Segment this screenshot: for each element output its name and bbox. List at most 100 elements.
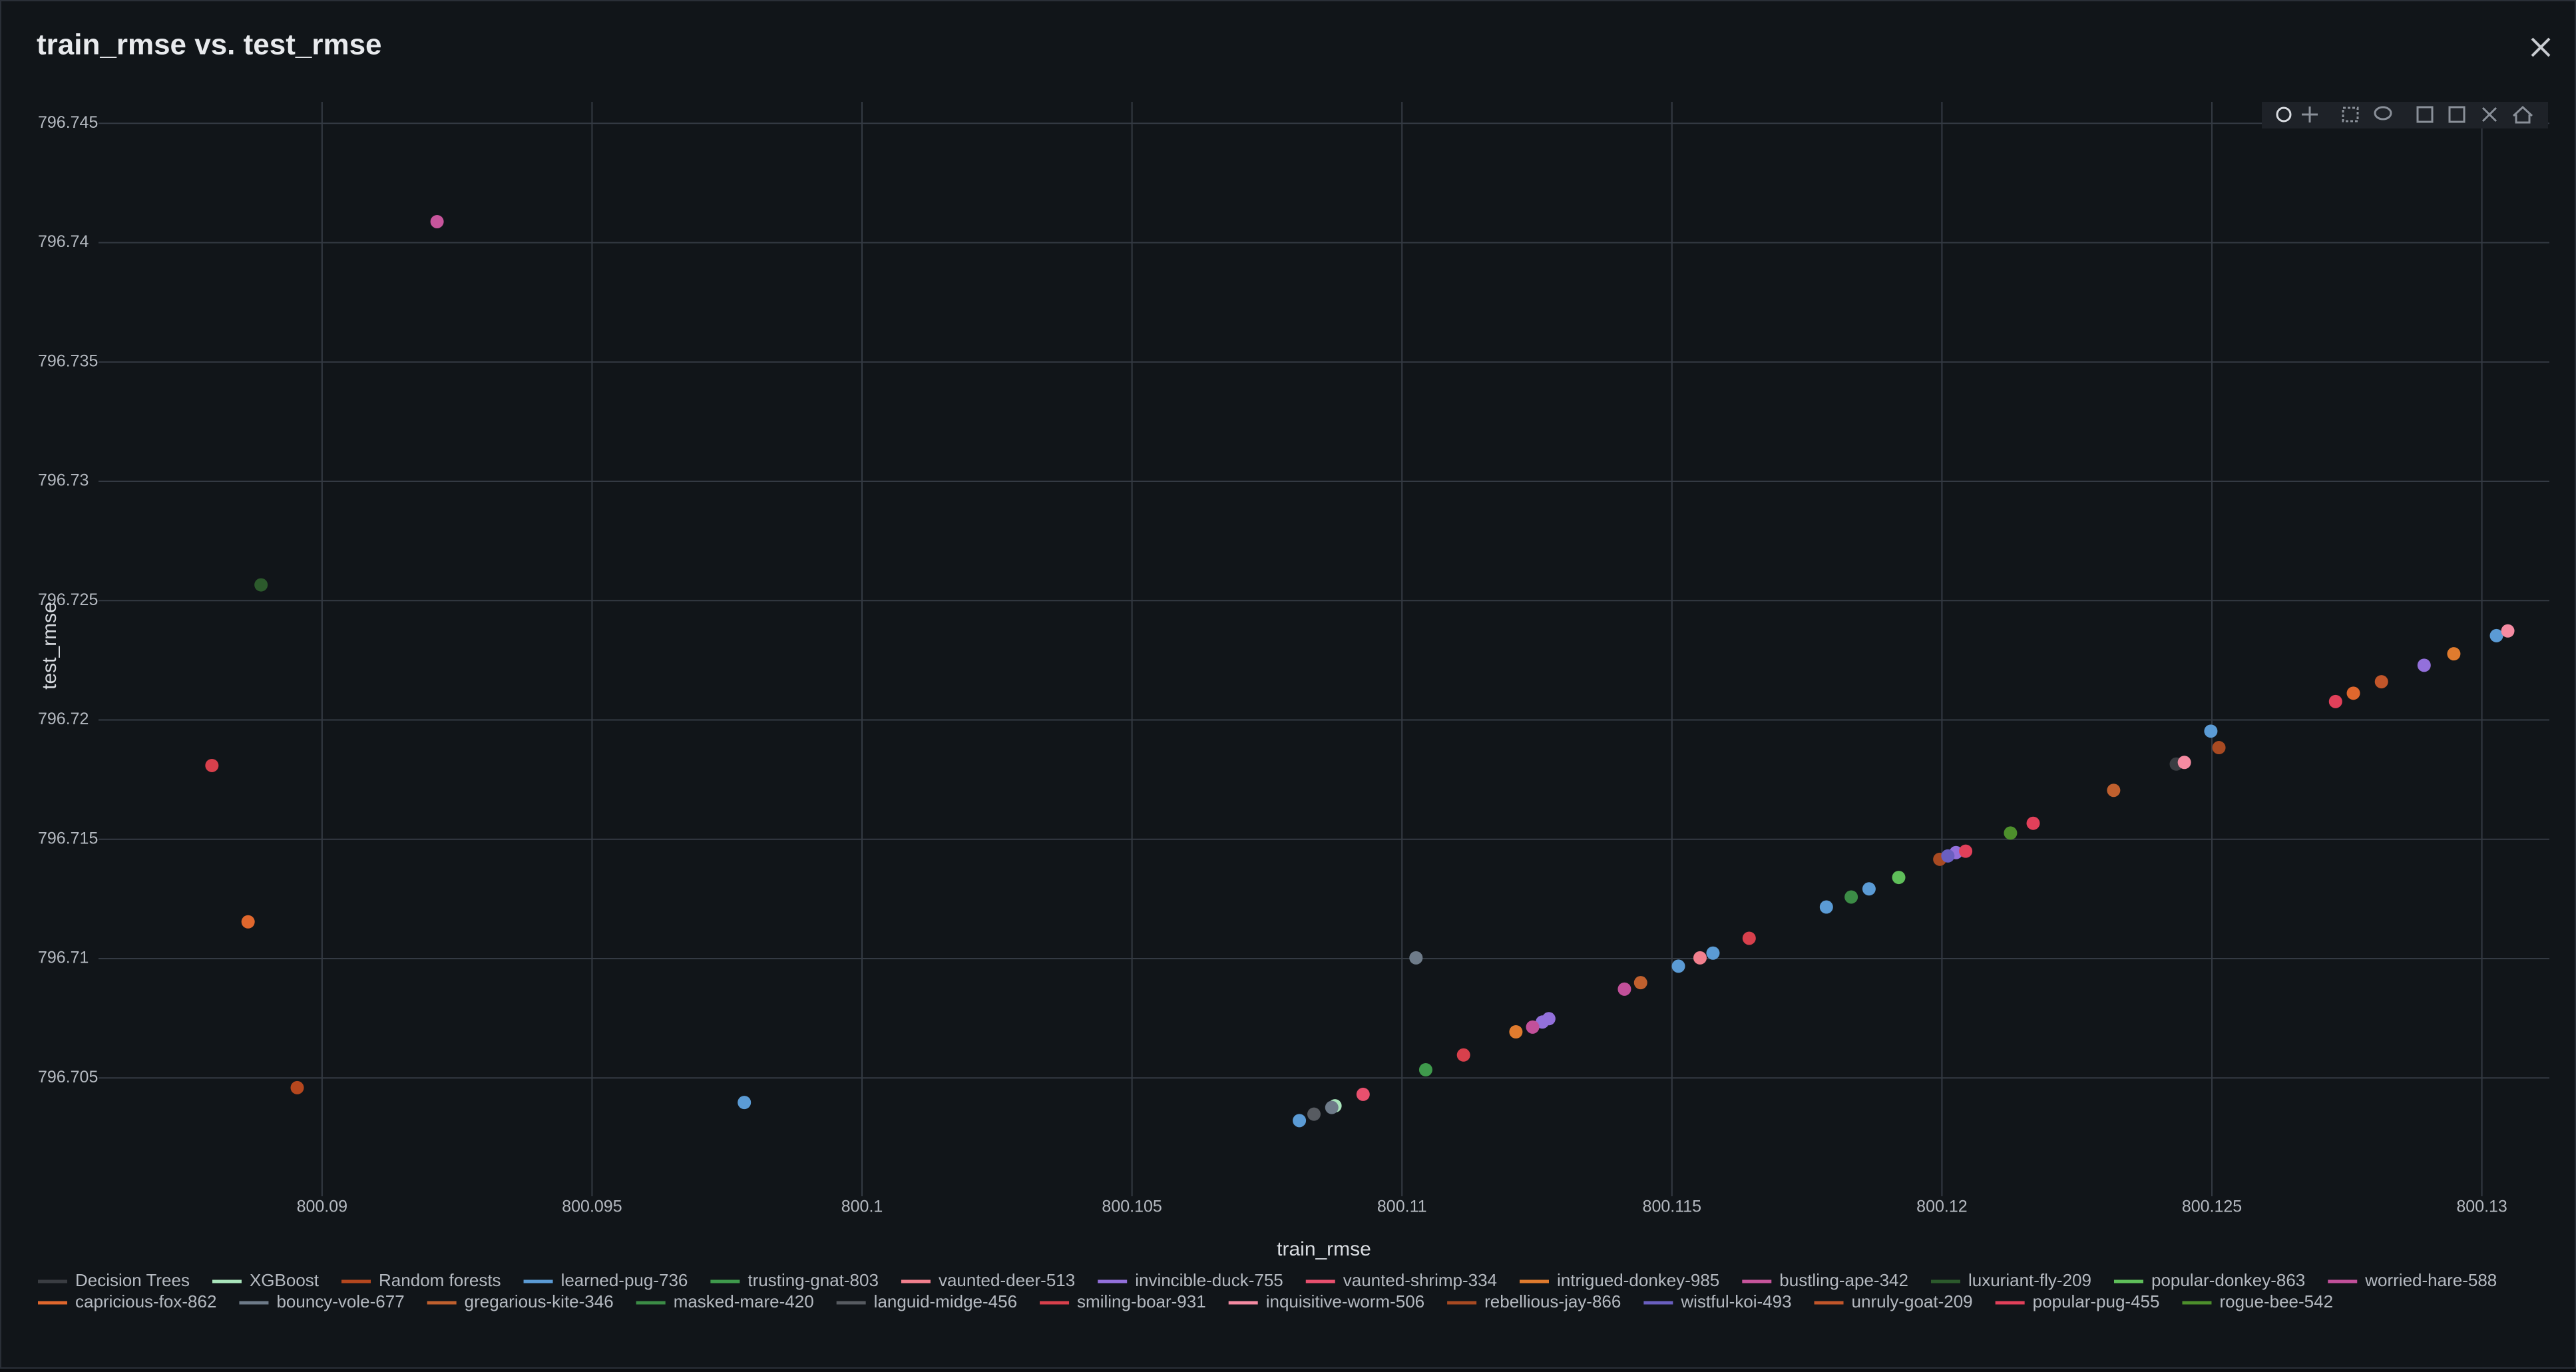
data-point: [1526, 1020, 1540, 1034]
data-point: [1293, 1114, 1307, 1128]
legend-label: wistful-koi-493: [1680, 1291, 1791, 1311]
modebar: [2262, 102, 2548, 128]
data-point: [2212, 741, 2226, 755]
legend-item[interactable]: luxuriant-fly-209: [1930, 1270, 2091, 1290]
data-point: [1844, 890, 1858, 904]
legend-item[interactable]: capricious-fox-862: [38, 1291, 216, 1311]
data-point: [2374, 675, 2388, 689]
y-tick-label: 796.725: [38, 590, 98, 609]
data-point: [2107, 784, 2121, 798]
data-point: [254, 578, 268, 592]
data-point: [205, 758, 219, 772]
x-axis-title: train_rmse: [1277, 1238, 1371, 1260]
legend-item[interactable]: bustling-ape-342: [1742, 1270, 1908, 1290]
legend-label: inquisitive-worm-506: [1266, 1291, 1424, 1311]
data-point: [2417, 658, 2431, 672]
legend-item[interactable]: invincible-duck-755: [1098, 1270, 1283, 1290]
box-select-icon[interactable]: [2342, 107, 2359, 122]
data-point: [1693, 951, 1707, 965]
legend-item[interactable]: gregarious-kite-346: [427, 1291, 614, 1311]
legend-label: trusting-gnat-803: [748, 1270, 879, 1290]
autoscale-icon[interactable]: [2481, 107, 2497, 122]
data-point: [2204, 724, 2218, 738]
legend-item[interactable]: languid-midge-456: [836, 1291, 1017, 1311]
plot-area: 796.705 796.71 796.715 796.72 796.725 796.73 7…: [38, 102, 2549, 1260]
legend-item[interactable]: XGBoost: [212, 1270, 320, 1290]
data-point: [1509, 1025, 1523, 1039]
legend-item[interactable]: Random forests: [341, 1270, 501, 1290]
data-point: [2501, 624, 2515, 638]
data-point: [2447, 647, 2461, 661]
legend-label: intrigued-donkey-985: [1557, 1270, 1719, 1290]
chart-title: train_rmse vs. test_rmse: [37, 29, 382, 61]
legend-item[interactable]: unruly-goat-209: [1814, 1291, 1973, 1311]
legend-label: vaunted-deer-513: [939, 1270, 1075, 1290]
legend-label: Decision Trees: [75, 1270, 190, 1290]
y-tick-label: 796.74: [38, 232, 89, 251]
legend-item[interactable]: vaunted-deer-513: [901, 1270, 1075, 1290]
data-point: [1742, 931, 1756, 945]
legend-item[interactable]: popular-donkey-863: [2113, 1270, 2305, 1290]
zoom-out-icon[interactable]: [2448, 106, 2466, 123]
data-point: [1633, 976, 1647, 990]
x-tick-label: 800.115: [1643, 1198, 1702, 1216]
data-point: [290, 1080, 304, 1094]
legend-item[interactable]: worried-hare-588: [2328, 1270, 2497, 1290]
close-button[interactable]: [2531, 37, 2551, 57]
y-tick-label: 796.72: [38, 710, 89, 728]
legend-item[interactable]: masked-mare-420: [636, 1291, 814, 1311]
legend-item[interactable]: popular-pug-455: [1995, 1291, 2160, 1311]
legend-label: capricious-fox-862: [75, 1291, 216, 1311]
legend-label: popular-donkey-863: [2151, 1270, 2305, 1290]
x-tick-label: 800.11: [1377, 1198, 1427, 1216]
pan-icon[interactable]: [2302, 107, 2318, 122]
data-point: [1671, 959, 1685, 973]
legend-item[interactable]: inquisitive-worm-506: [1228, 1291, 1424, 1311]
x-tick-label: 800.13: [2456, 1198, 2507, 1216]
legend-label: XGBoost: [250, 1270, 320, 1290]
data-point: [1862, 882, 1876, 896]
legend-item[interactable]: smiling-boar-931: [1040, 1291, 1206, 1311]
legend-item[interactable]: Decision Trees: [38, 1270, 190, 1290]
data-point: [1409, 951, 1423, 965]
data-point: [430, 214, 444, 228]
data-point: [1941, 849, 1955, 863]
legend-item[interactable]: bouncy-vole-677: [239, 1291, 405, 1311]
data-point: [1542, 1012, 1556, 1026]
legend-item[interactable]: intrigued-donkey-985: [1520, 1270, 1719, 1290]
legend-item[interactable]: wistful-koi-493: [1643, 1291, 1792, 1311]
legend-item[interactable]: rogue-bee-542: [2182, 1291, 2333, 1311]
legend-item[interactable]: trusting-gnat-803: [710, 1270, 879, 1290]
lasso-icon[interactable]: [2374, 106, 2392, 120]
y-tick-label: 796.705: [38, 1068, 98, 1086]
data-point: [2177, 756, 2191, 770]
data-point: [2026, 816, 2040, 830]
legend-item[interactable]: rebellious-jay-866: [1447, 1291, 1621, 1311]
legend: Decision Trees XGBoost Random forests learn…: [38, 1270, 2497, 1311]
data-point: [1959, 844, 1973, 858]
y-tick-label: 796.73: [38, 471, 89, 490]
data-point: [1819, 900, 1833, 914]
legend-label: Random forests: [379, 1270, 501, 1290]
zoom-in-icon[interactable]: [2416, 106, 2434, 123]
legend-item[interactable]: vaunted-shrimp-334: [1305, 1270, 1497, 1290]
data-point: [2004, 826, 2018, 840]
close-icon[interactable]: [2531, 37, 2551, 57]
legend-label: rebellious-jay-866: [1484, 1291, 1621, 1311]
legend-item[interactable]: learned-pug-736: [523, 1270, 688, 1290]
x-tick-label: 800.095: [562, 1198, 622, 1216]
x-tick-label: 800.125: [2182, 1198, 2242, 1216]
legend-label: popular-pug-455: [2033, 1291, 2160, 1311]
legend-label: gregarious-kite-346: [465, 1291, 614, 1311]
zoom-icon[interactable]: [2276, 107, 2292, 122]
data-point: [738, 1096, 751, 1110]
reset-icon[interactable]: [2512, 105, 2533, 124]
data-point: [1307, 1107, 1321, 1121]
data-point: [241, 915, 255, 929]
data-point: [1617, 982, 1631, 996]
data-point: [1418, 1063, 1432, 1077]
legend-label: rogue-bee-542: [2219, 1291, 2333, 1311]
legend-label: worried-hare-588: [2364, 1270, 2497, 1290]
